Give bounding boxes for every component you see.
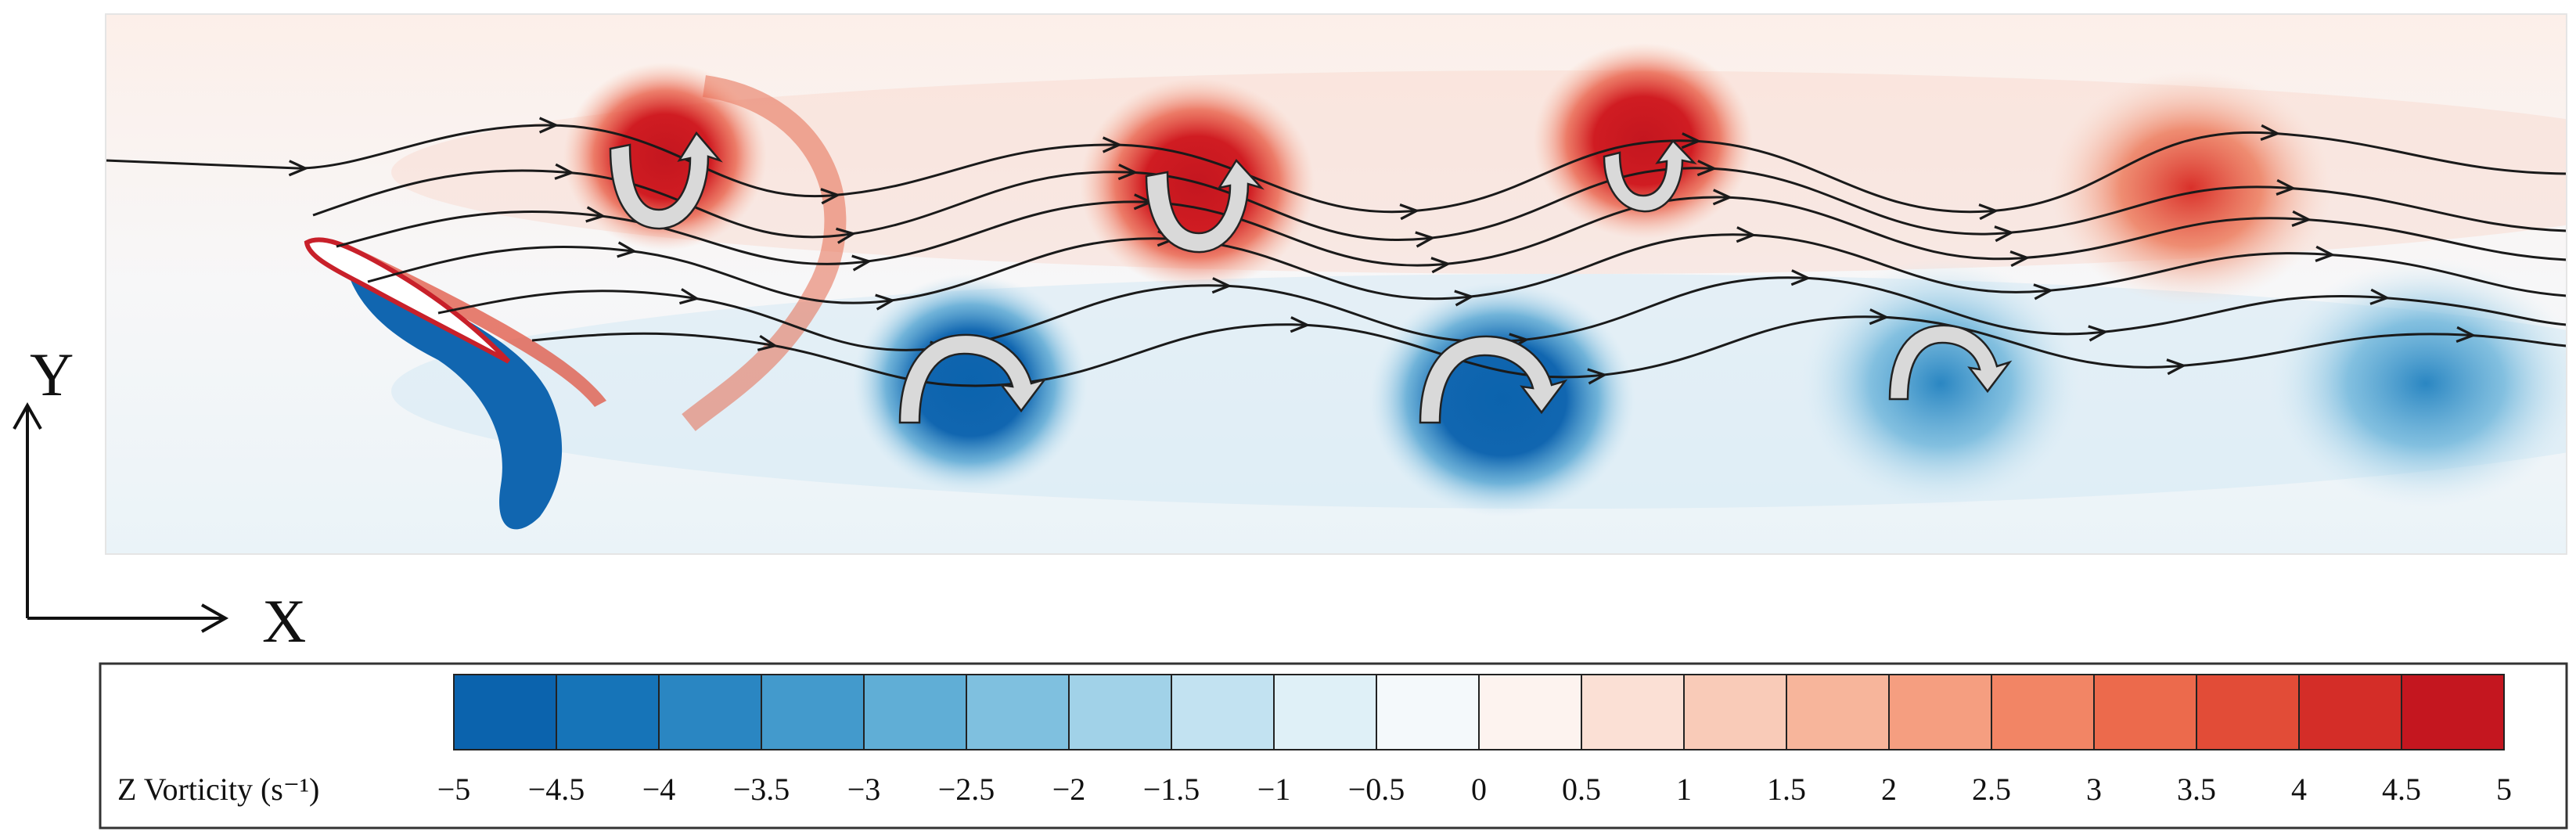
colorbar-cell	[1888, 674, 1992, 750]
colorbar-tick-label: −4	[642, 772, 676, 807]
colorbar-cell	[2093, 674, 2197, 750]
colorbar-cell	[2298, 674, 2402, 750]
vortex-positive-2	[1080, 78, 1315, 290]
x-axis-arrow-icon	[201, 603, 229, 633]
colorbar-tick-label: −2	[1052, 772, 1086, 807]
colorbar-cell	[1683, 674, 1787, 750]
colorbar-cell	[1171, 674, 1275, 750]
colorbar-tick-label: 1.5	[1767, 772, 1806, 807]
colorbar-cell	[1581, 674, 1685, 750]
y-axis-arrow-icon	[13, 401, 42, 430]
vortex-negative-3	[1800, 258, 2081, 509]
rotation-arrows	[609, 131, 2013, 424]
y-axis-label: Y	[30, 340, 74, 409]
colorbar-tick-label: 3.5	[2177, 772, 2216, 807]
colorbar-cell	[761, 674, 865, 750]
colorbar-cell	[453, 674, 557, 750]
colorbar-cell	[966, 674, 1070, 750]
colorbar-tick-label: 1	[1676, 772, 1692, 807]
x-axis-label: X	[262, 587, 306, 655]
field-frame	[105, 13, 2567, 555]
colorbar-title: Z Vorticity (s⁻¹)	[117, 772, 319, 807]
colorbar-tick-labels: −5 −4.5 −4 −3.5 −3 −2.5 −2 −1.5 −1 −0.5 0 0.5 1 1.5 2 2…	[437, 772, 2512, 807]
colorbar-tick-label: 4.5	[2382, 772, 2421, 807]
colorbar-tick-label: −4.5	[528, 772, 585, 807]
counterclockwise-arrow-icon	[1603, 139, 1697, 213]
counterclockwise-arrow-icon	[1145, 158, 1265, 254]
colorbar-tick-label: 0	[1471, 772, 1487, 807]
colorbar-tick-label: 3	[2086, 772, 2102, 807]
colorbar-tick-label: −1	[1257, 772, 1291, 807]
hydrofoil	[304, 237, 511, 364]
colorbar-tick-label: 4	[2291, 772, 2307, 807]
colorbar-cell	[2401, 674, 2505, 750]
colorbar-scale	[453, 674, 2505, 750]
streamlines	[106, 125, 2567, 386]
clockwise-arrow-icon	[1419, 335, 1568, 424]
colorbar-tick-label: −2.5	[938, 772, 995, 807]
coordinate-axes	[13, 401, 229, 633]
colorbar-tick-label: 5	[2496, 772, 2512, 807]
colorbar-legend: Z Vorticity (s⁻¹) −5 −4.5 −4 −3.5 −3 −2.5 −2 −1…	[99, 662, 2568, 830]
colorbar-cell	[658, 674, 762, 750]
colorbar-cell	[556, 674, 660, 750]
colorbar-tick-label: −0.5	[1348, 772, 1405, 807]
colorbar-tick-label: 0.5	[1562, 772, 1601, 807]
counterclockwise-arrow-icon	[609, 131, 723, 230]
foil-wake-negative	[344, 258, 563, 530]
vortex-negative-2	[1369, 282, 1635, 516]
colorbar-tick-label: −3	[847, 772, 881, 807]
vorticity-field	[106, 14, 2567, 554]
colorbar-cell	[1068, 674, 1172, 750]
vortex-negative-1	[853, 274, 1088, 493]
colorbar-tick-label: −3.5	[733, 772, 790, 807]
colorbar-cell	[1376, 674, 1480, 750]
colorbar-cell	[2196, 674, 2300, 750]
colorbar-cell	[1478, 674, 1582, 750]
colorbar-tick-label: −1.5	[1143, 772, 1200, 807]
colorbar-tick-label: 2.5	[1972, 772, 2011, 807]
colorbar-cell	[1786, 674, 1890, 750]
colorbar-tick-label: 2	[1881, 772, 1897, 807]
colorbar-cell	[1991, 674, 2095, 750]
clockwise-arrow-icon	[898, 333, 1048, 424]
streamline	[531, 317, 2567, 386]
colorbar-cell	[863, 674, 967, 750]
colorbar-tick-label: −5	[437, 772, 471, 807]
colorbar-cell	[1273, 674, 1377, 750]
clockwise-arrow-icon	[1888, 324, 2013, 401]
